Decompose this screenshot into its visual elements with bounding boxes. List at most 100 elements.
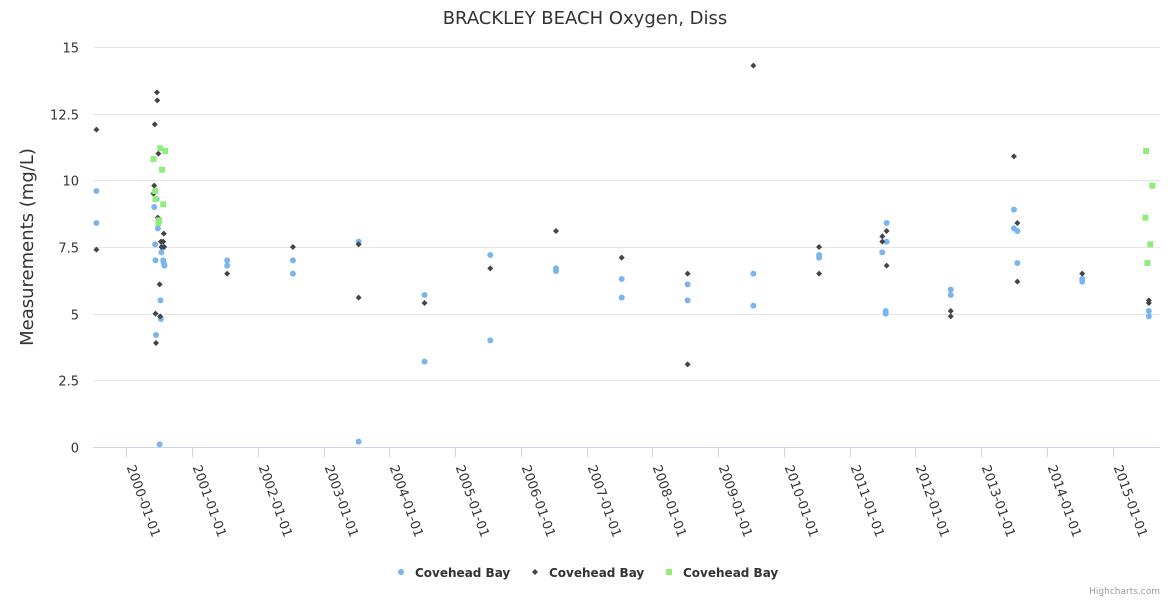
data-point-series-1[interactable] <box>1014 260 1021 266</box>
data-point-series-2[interactable] <box>155 150 162 157</box>
data-point-series-2[interactable] <box>153 340 160 346</box>
data-point-series-1[interactable] <box>618 294 625 301</box>
legend-marker-circle[interactable] <box>398 569 404 575</box>
data-point-series-1[interactable] <box>487 337 494 344</box>
data-point-series-1[interactable] <box>1079 278 1086 285</box>
data-point-series-1[interactable] <box>289 257 296 264</box>
data-point-series-2[interactable] <box>1079 270 1086 277</box>
data-point-series-3[interactable] <box>1144 260 1151 266</box>
data-point-series-3[interactable] <box>156 217 163 224</box>
data-point-series-1[interactable] <box>750 270 757 277</box>
data-point-series-2[interactable] <box>1145 300 1152 306</box>
data-point-series-2[interactable] <box>684 361 691 368</box>
data-point-series-2[interactable] <box>151 182 158 189</box>
data-point-series-3[interactable] <box>1147 241 1154 248</box>
data-point-series-2[interactable] <box>161 244 168 250</box>
data-point-series-1[interactable] <box>552 268 559 274</box>
data-point-series-1[interactable] <box>157 297 164 304</box>
data-point-series-2[interactable] <box>224 270 231 277</box>
data-point-series-2[interactable] <box>160 238 167 245</box>
data-point-series-1[interactable] <box>158 249 165 256</box>
data-point-series-1[interactable] <box>618 276 625 282</box>
data-point-series-1[interactable] <box>152 241 159 248</box>
data-point-series-2[interactable] <box>684 270 691 277</box>
data-point-series-1[interactable] <box>684 281 691 288</box>
credits-link[interactable]: Highcharts.com <box>1089 587 1160 597</box>
data-point-series-1[interactable] <box>161 262 168 269</box>
data-point-series-2[interactable] <box>355 241 362 248</box>
data-point-series-2[interactable] <box>156 281 163 288</box>
data-point-series-3[interactable] <box>152 188 159 194</box>
data-point-series-2[interactable] <box>1014 220 1021 226</box>
data-point-series-1[interactable] <box>421 292 428 298</box>
data-point-series-2[interactable] <box>552 228 559 234</box>
data-point-series-2[interactable] <box>947 313 954 320</box>
data-point-series-2[interactable] <box>160 230 167 237</box>
data-point-series-1[interactable] <box>154 225 161 232</box>
data-point-series-3[interactable] <box>1142 214 1149 221</box>
data-point-series-1[interactable] <box>883 238 890 245</box>
legend-marker-square[interactable] <box>666 569 672 575</box>
data-point-series-2[interactable] <box>879 238 886 245</box>
data-point-series-1[interactable] <box>355 438 362 445</box>
data-point-series-2[interactable] <box>289 244 296 250</box>
data-point-series-2[interactable] <box>947 308 954 314</box>
data-point-series-1[interactable] <box>750 302 757 309</box>
data-point-series-2[interactable] <box>93 246 100 253</box>
legend-item-series-3[interactable]: Covehead Bay <box>666 566 778 580</box>
data-point-series-1[interactable] <box>879 249 886 256</box>
data-point-series-1[interactable] <box>883 220 890 226</box>
data-point-series-1[interactable] <box>421 358 428 365</box>
data-point-series-2[interactable] <box>1014 278 1021 285</box>
legend-label: Covehead Bay <box>683 566 778 580</box>
data-point-series-1[interactable] <box>151 204 158 210</box>
data-point-series-1[interactable] <box>947 286 954 293</box>
legend-item-series-2[interactable]: Covehead Bay <box>532 566 644 580</box>
data-point-series-1[interactable] <box>224 257 231 264</box>
data-point-series-1[interactable] <box>93 220 100 226</box>
data-point-series-1[interactable] <box>1145 313 1152 320</box>
data-point-series-3[interactable] <box>1149 182 1156 189</box>
data-point-series-1[interactable] <box>93 188 100 194</box>
data-point-series-2[interactable] <box>153 89 160 96</box>
data-point-series-2[interactable] <box>883 228 890 234</box>
data-point-series-2[interactable] <box>487 265 494 272</box>
legend-item-series-1[interactable]: Covehead Bay <box>398 566 510 580</box>
data-point-series-1[interactable] <box>684 297 691 304</box>
data-point-series-1[interactable] <box>816 254 823 261</box>
data-point-series-1[interactable] <box>224 262 231 269</box>
data-point-series-2[interactable] <box>1010 153 1017 160</box>
data-point-series-1[interactable] <box>1145 308 1152 314</box>
data-point-series-1[interactable] <box>152 257 159 264</box>
data-point-series-1[interactable] <box>156 441 163 448</box>
data-point-series-2[interactable] <box>154 97 161 104</box>
data-point-series-1[interactable] <box>153 332 160 338</box>
data-point-series-2[interactable] <box>750 62 757 69</box>
data-point-series-2[interactable] <box>883 262 890 269</box>
legend-marker-diamond[interactable] <box>532 569 538 575</box>
data-point-series-3[interactable] <box>158 166 165 173</box>
data-point-series-1[interactable] <box>1010 206 1017 213</box>
data-point-series-1[interactable] <box>947 292 954 298</box>
data-point-series-3[interactable] <box>162 148 169 154</box>
data-point-series-2[interactable] <box>355 294 362 301</box>
data-point-series-3[interactable] <box>152 196 159 202</box>
data-point-series-2[interactable] <box>151 121 158 128</box>
data-point-series-1[interactable] <box>487 252 494 258</box>
data-point-series-1[interactable] <box>1014 228 1021 234</box>
data-point-series-2[interactable] <box>618 254 625 261</box>
data-point-series-3[interactable] <box>160 201 167 208</box>
data-point-series-3[interactable] <box>150 156 157 162</box>
data-point-series-2[interactable] <box>816 270 823 277</box>
data-point-series-3[interactable] <box>157 145 164 152</box>
data-point-series-3[interactable] <box>1143 148 1150 154</box>
data-point-series-1[interactable] <box>289 270 296 277</box>
x-tick-label: 2007-01-01 <box>584 463 624 539</box>
data-point-series-2[interactable] <box>93 126 100 133</box>
data-point-series-2[interactable] <box>152 310 159 317</box>
data-point-series-1[interactable] <box>882 310 889 317</box>
data-point-series-2[interactable] <box>879 233 886 240</box>
data-point-series-2[interactable] <box>157 313 164 320</box>
data-point-series-2[interactable] <box>421 300 428 306</box>
data-point-series-2[interactable] <box>816 244 823 250</box>
